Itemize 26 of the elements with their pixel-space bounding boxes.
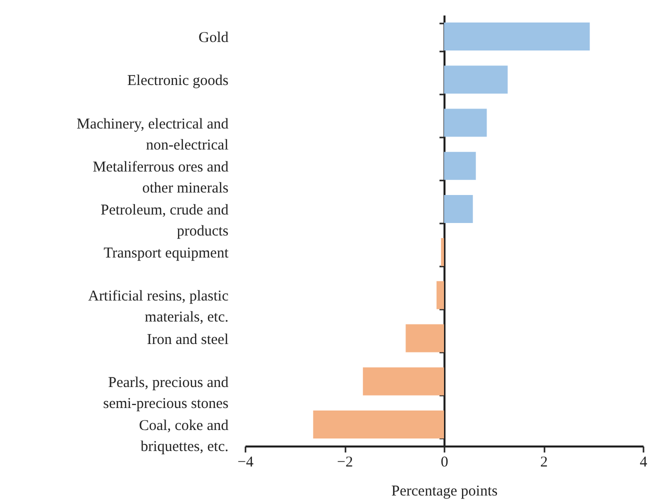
bar bbox=[362, 367, 444, 396]
bar bbox=[441, 238, 444, 266]
x-tick-label: −2 bbox=[337, 454, 353, 470]
x-tick-label: 0 bbox=[440, 454, 448, 470]
y-tick-label: Pearls, precious and semi-precious stones bbox=[103, 374, 229, 412]
bar bbox=[444, 22, 590, 51]
bar bbox=[436, 281, 444, 310]
y-tick-label: Iron and steel bbox=[146, 332, 228, 348]
y-tick-label: Machinery, electrical and non-electrical bbox=[76, 116, 229, 154]
bar bbox=[444, 66, 508, 94]
y-tick-label: Electronic goods bbox=[127, 73, 229, 90]
bar bbox=[313, 410, 444, 438]
x-tick-label: −4 bbox=[238, 454, 254, 470]
bar bbox=[406, 324, 444, 352]
y-tick-label: Transport equipment bbox=[104, 246, 230, 262]
bar bbox=[444, 194, 473, 223]
y-tick-label: Gold bbox=[198, 30, 229, 46]
x-tick-label: 4 bbox=[640, 454, 648, 470]
y-tick-label: Metaliferrous ores and other minerals bbox=[92, 159, 229, 196]
bar bbox=[444, 152, 476, 180]
y-tick-label: Artificial resins, plastic materials, etc. bbox=[88, 288, 229, 326]
x-axis-title: Percentage points bbox=[391, 484, 498, 500]
y-tick-label: Petroleum, crude and products bbox=[100, 202, 229, 240]
bar bbox=[444, 108, 487, 137]
x-tick-label: 2 bbox=[540, 454, 548, 470]
y-tick-label: Coal, coke and briquettes, etc. bbox=[138, 418, 229, 455]
